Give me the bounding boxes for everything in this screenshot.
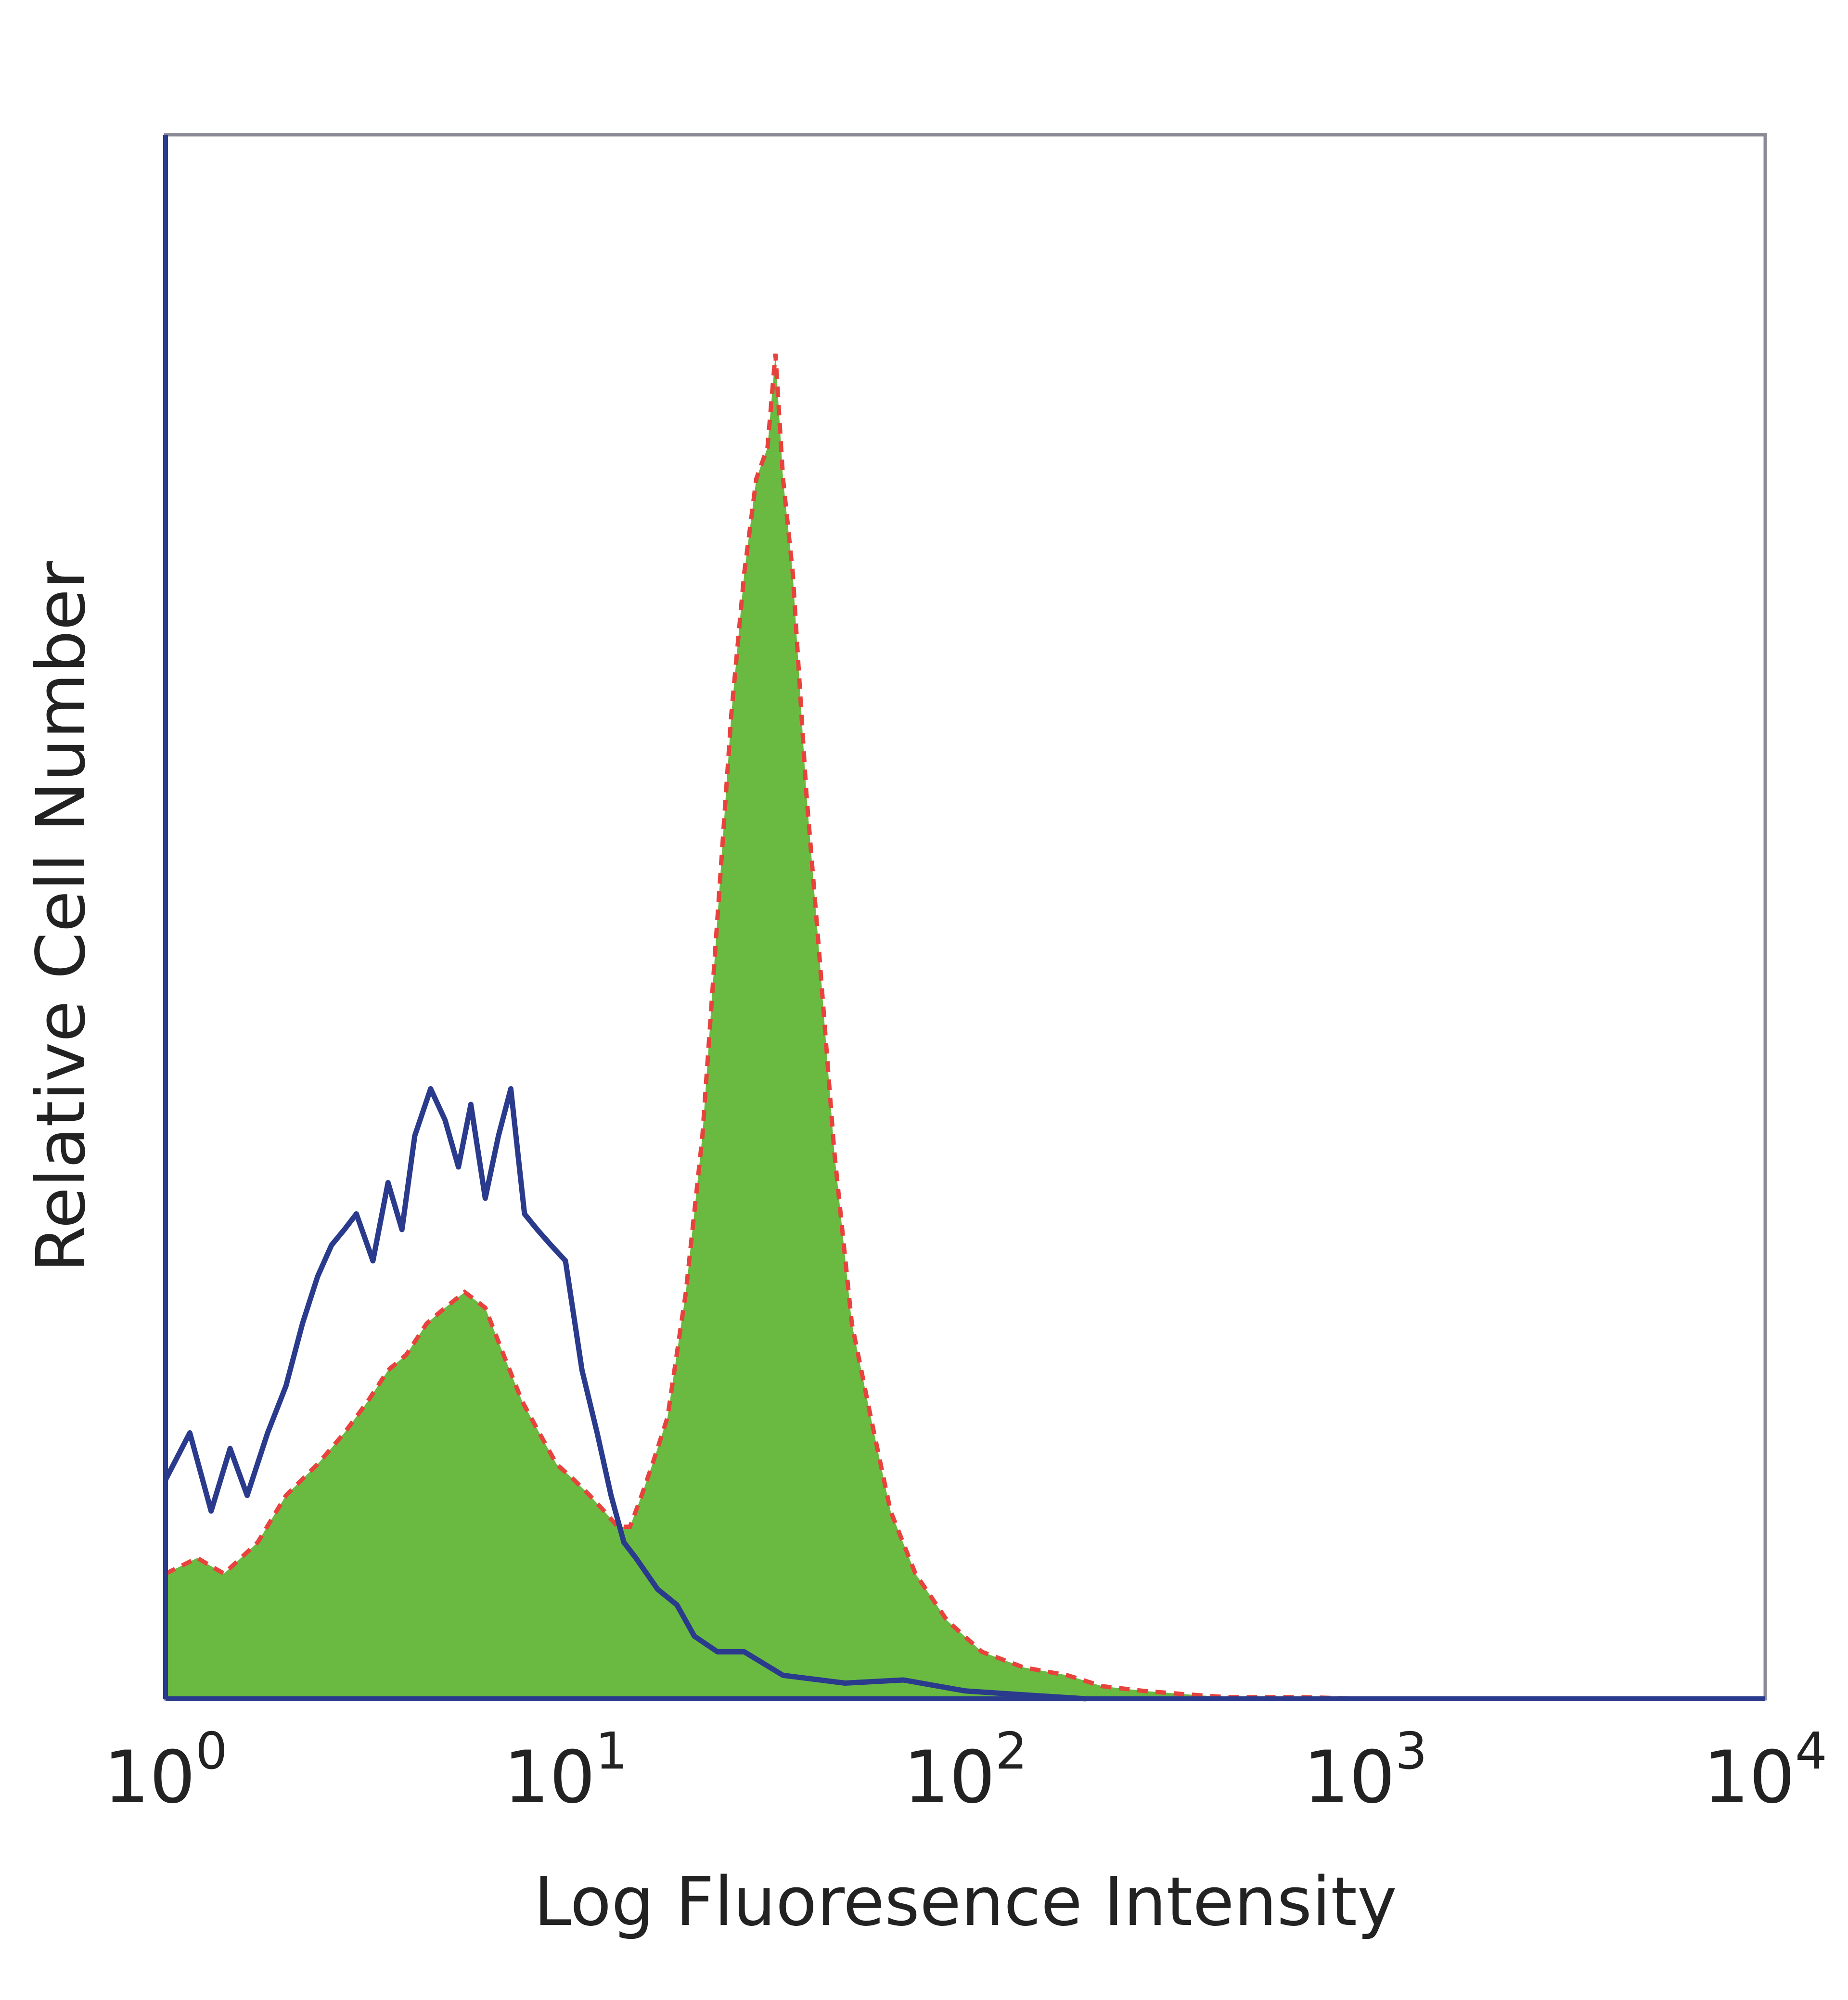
series-layer — [163, 353, 1366, 1702]
x-tick-base: 10 — [103, 1736, 195, 1820]
series-0-line — [163, 1086, 1086, 1702]
x-tick-exponent: 1 — [595, 1722, 628, 1781]
series-1-area — [166, 354, 1365, 1699]
x-tick-base: 10 — [1303, 1736, 1395, 1820]
x-tick-labels: 100 101 102 103 104 — [103, 1722, 1827, 1820]
x-tick-label-2: 102 — [903, 1722, 1027, 1820]
x-tick-exponent: 4 — [1795, 1722, 1827, 1781]
series-1-edge — [165, 353, 1366, 1701]
x-tick-label-0: 100 — [103, 1722, 228, 1820]
x-tick-label-3: 103 — [1303, 1722, 1427, 1820]
x-tick-label-4: 104 — [1703, 1722, 1827, 1820]
x-tick-base: 10 — [503, 1736, 595, 1820]
x-tick-base: 10 — [1703, 1736, 1795, 1820]
x-tick-exponent: 3 — [1395, 1722, 1427, 1781]
x-axis-title: Log Fluoresence Intensity — [534, 1863, 1397, 1941]
x-tick-label-1: 101 — [503, 1722, 628, 1820]
x-tick-base: 10 — [903, 1736, 995, 1820]
x-tick-exponent: 0 — [195, 1722, 228, 1781]
y-axis-title: Relative Cell Number — [22, 561, 101, 1272]
x-tick-exponent: 2 — [995, 1722, 1027, 1781]
